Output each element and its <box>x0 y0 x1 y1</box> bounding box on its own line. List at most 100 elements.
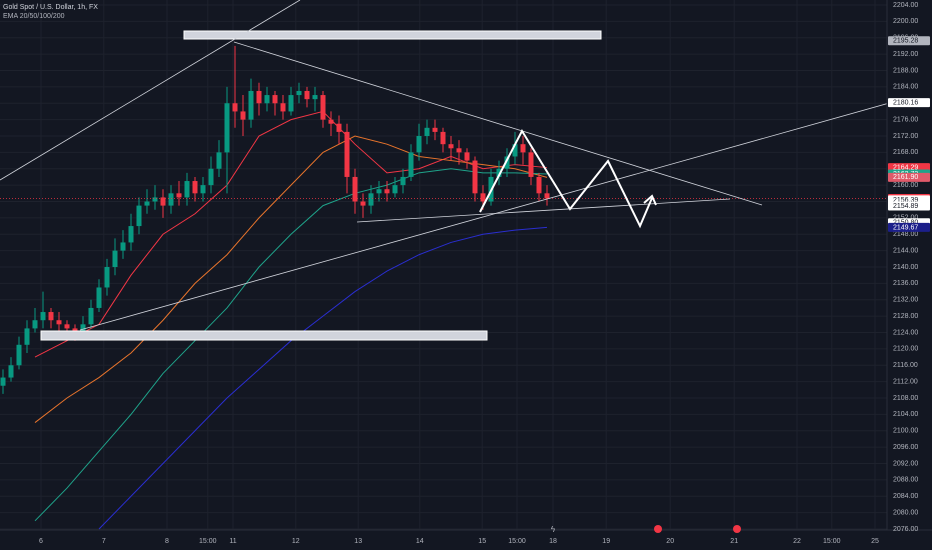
ema-line <box>34 135 548 423</box>
trend-line <box>0 0 301 181</box>
candle-body <box>280 103 286 112</box>
candle-body <box>320 95 326 120</box>
candle-body <box>184 181 190 198</box>
y-tick-label: 2188.00 <box>893 67 918 74</box>
price-tag-label: 2195.28 <box>893 38 918 45</box>
ema-line <box>34 110 548 358</box>
y-tick-label: 2092.00 <box>893 460 918 467</box>
candle-body <box>312 95 318 100</box>
y-tick-label: 2112.00 <box>893 378 918 385</box>
candle-body <box>456 148 462 153</box>
candle-body <box>112 250 118 268</box>
candle-body <box>480 193 486 202</box>
x-tick-label: 18 <box>549 538 557 545</box>
candle-body <box>224 103 230 153</box>
x-tick-label: 15:00 <box>508 538 526 545</box>
price-axis <box>887 0 932 550</box>
indicator-label: EMA 20/50/100/200 <box>3 13 65 20</box>
candle-body <box>216 152 222 169</box>
candle-body <box>144 201 150 206</box>
y-tick-label: 2088.00 <box>893 477 918 484</box>
candle-body <box>376 189 382 194</box>
event-flag <box>733 525 741 533</box>
candle-body <box>104 267 110 288</box>
candle-body <box>448 144 454 149</box>
candle-body <box>424 127 430 137</box>
candle-body <box>240 111 246 120</box>
x-tick-label: 19 <box>602 538 610 545</box>
candle-body <box>416 136 422 153</box>
x-tick-label: 6 <box>39 538 43 545</box>
candle-body <box>472 160 478 194</box>
candle-body <box>304 90 310 100</box>
x-tick-label: 21 <box>730 538 738 545</box>
candle-body <box>160 197 166 206</box>
y-tick-label: 2120.00 <box>893 346 918 353</box>
candle-body <box>72 328 78 333</box>
y-tick-label: 2076.00 <box>893 526 918 533</box>
x-tick-label: 11 <box>229 538 236 545</box>
price-tag-label: 2154.89 <box>893 203 918 210</box>
candle-body <box>128 226 134 243</box>
projection-arrow <box>643 194 657 206</box>
trend-line <box>79 101 894 331</box>
x-tick-label: 20 <box>666 538 674 545</box>
candle-body <box>440 131 446 145</box>
candle-body <box>56 320 62 325</box>
y-tick-label: 2080.00 <box>893 509 918 516</box>
y-tick-label: 2116.00 <box>893 362 918 369</box>
candle-body <box>168 193 174 206</box>
candle-body <box>96 287 102 308</box>
price-tag <box>888 36 930 46</box>
x-tick-label: 15:00 <box>199 538 217 545</box>
candle-body <box>48 312 54 321</box>
candle-body <box>24 328 30 345</box>
event-icon: ϟ <box>551 525 556 534</box>
candle-body <box>520 144 526 153</box>
candle-body <box>176 193 182 198</box>
candle-body <box>536 176 542 194</box>
candle-body <box>200 185 206 194</box>
candle-body <box>432 127 438 132</box>
candle-body <box>136 205 142 227</box>
event-flag <box>654 525 662 533</box>
candle-body <box>80 324 86 333</box>
y-tick-label: 2124.00 <box>893 329 918 336</box>
candle-body <box>32 320 38 329</box>
candle-body <box>384 189 390 194</box>
y-tick-label: 2172.00 <box>893 133 918 140</box>
candle-body <box>328 119 334 124</box>
y-tick-label: 2132.00 <box>893 297 918 304</box>
candle-body <box>296 90 302 96</box>
drawings <box>0 0 894 341</box>
price-tag-label: 2161.90 <box>893 174 918 181</box>
price-tag <box>888 222 930 232</box>
candle-body <box>368 193 374 206</box>
candle-body <box>272 95 278 104</box>
y-tick-label: 2176.00 <box>893 116 918 123</box>
candle-body <box>512 144 518 157</box>
candle-body <box>360 201 366 206</box>
y-tick-label: 2084.00 <box>893 493 918 500</box>
y-tick-label: 2100.00 <box>893 428 918 435</box>
price-tag-label: 2180.16 <box>893 99 918 106</box>
trend-line <box>233 41 763 206</box>
candle-body <box>232 103 238 112</box>
y-tick-label: 2192.00 <box>893 51 918 58</box>
support-zone <box>40 330 488 341</box>
projection-path <box>479 128 653 229</box>
candles <box>0 45 887 394</box>
y-tick-label: 2108.00 <box>893 395 918 402</box>
candle-body <box>120 242 126 251</box>
candle-body <box>192 181 198 194</box>
y-tick-label: 2096.00 <box>893 444 918 451</box>
x-tick-label: 8 <box>165 538 169 545</box>
y-tick-label: 2144.00 <box>893 247 918 254</box>
ema-line <box>34 168 548 522</box>
y-tick-label: 2184.00 <box>893 84 918 91</box>
candle-body <box>0 377 6 386</box>
ema-line <box>98 226 548 530</box>
